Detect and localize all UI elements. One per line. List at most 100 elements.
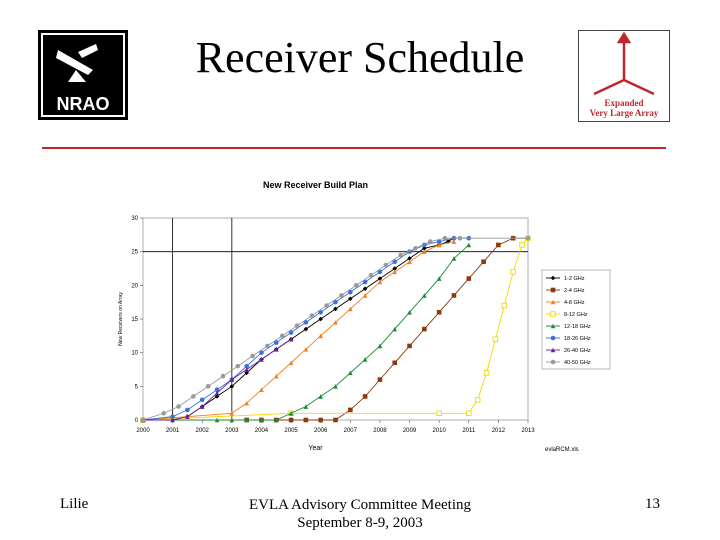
- y-tick-label: 5: [135, 384, 139, 390]
- legend-swatch-marker: [550, 311, 556, 317]
- data-point: [309, 313, 315, 318]
- nrao-logo-text: NRAO: [57, 94, 110, 114]
- data-point: [407, 256, 412, 261]
- x-tick-label: 2013: [521, 428, 535, 434]
- data-point: [244, 400, 249, 406]
- data-point: [185, 407, 190, 413]
- data-point: [362, 293, 368, 298]
- data-point: [324, 303, 329, 308]
- x-tick-label: 2004: [255, 428, 269, 434]
- data-point: [176, 404, 181, 409]
- legend-label: 8-12 GHz: [564, 312, 588, 318]
- data-point: [362, 357, 368, 362]
- plot-area: [142, 217, 529, 421]
- data-point: [259, 417, 264, 423]
- nrao-logo: NRAO: [38, 30, 128, 120]
- data-point: [259, 387, 264, 392]
- evla-logo-line1: Expanded: [604, 98, 643, 108]
- data-point: [436, 276, 442, 281]
- data-point: [392, 266, 398, 271]
- x-tick-label: 2002: [196, 428, 210, 434]
- data-point: [259, 357, 264, 362]
- legend-swatch-marker: [550, 347, 556, 353]
- legend-swatch-marker: [550, 359, 556, 365]
- legend-label: 2-4 GHz: [564, 288, 585, 294]
- data-point: [466, 242, 472, 248]
- footer-meeting-line1: EVLA Advisory Committee Meeting: [248, 497, 472, 513]
- data-point: [303, 417, 309, 423]
- data-point: [318, 333, 323, 339]
- data-point: [191, 394, 196, 399]
- data-point: [436, 410, 442, 417]
- data-point: [199, 397, 205, 403]
- data-point: [214, 417, 220, 423]
- data-point: [303, 326, 309, 332]
- data-point: [407, 259, 412, 265]
- data-point: [288, 330, 294, 335]
- data-point: [229, 377, 235, 382]
- title-rule: [42, 147, 666, 149]
- data-point: [303, 404, 309, 409]
- x-tick-label: 2005: [284, 428, 298, 434]
- x-tick-label: 2000: [136, 428, 150, 434]
- data-point: [413, 246, 418, 251]
- data-point: [436, 239, 442, 244]
- y-tick-label: 10: [131, 351, 138, 357]
- data-point: [377, 377, 383, 382]
- data-point: [451, 256, 457, 261]
- y-axis-label: New Receivers on Array: [118, 292, 124, 346]
- data-point: [244, 367, 249, 372]
- data-point: [451, 293, 457, 298]
- data-point: [265, 343, 270, 349]
- y-tick-label: 0: [135, 418, 139, 424]
- data-point: [466, 276, 472, 281]
- data-point: [466, 410, 472, 417]
- data-point: [422, 249, 427, 254]
- data-point: [442, 235, 448, 241]
- data-point: [422, 326, 427, 332]
- data-point: [288, 336, 294, 342]
- y-tick-label: 25: [131, 250, 138, 256]
- data-point: [407, 343, 412, 349]
- y-tick-label: 30: [131, 216, 138, 222]
- data-point: [199, 404, 205, 409]
- data-point: [392, 269, 398, 275]
- legend-swatch-marker: [550, 299, 556, 305]
- data-point: [161, 410, 167, 416]
- data-point: [259, 350, 264, 355]
- data-point: [244, 417, 249, 423]
- data-point: [348, 296, 353, 302]
- x-tick-label: 2011: [462, 428, 476, 434]
- legend-swatch-marker: [550, 335, 556, 341]
- data-point: [392, 360, 398, 366]
- legend-swatch-marker: [550, 287, 556, 293]
- data-point: [170, 417, 175, 423]
- data-point: [303, 320, 309, 325]
- data-point: [422, 293, 427, 298]
- data-point: [392, 259, 398, 265]
- data-point: [353, 283, 359, 288]
- receiver-build-chart: New Receiver Build Plan 2000 2001 2002 2003 2…: [118, 180, 611, 453]
- data-point: [333, 306, 338, 312]
- data-point: [348, 289, 353, 295]
- data-point: [333, 299, 338, 305]
- data-point: [451, 239, 457, 244]
- data-point: [229, 410, 235, 416]
- x-tick-label: 2012: [492, 428, 506, 434]
- legend-label: 26-40 GHz: [564, 348, 591, 354]
- data-point: [483, 370, 490, 376]
- page-number: 13: [645, 496, 660, 512]
- legend-label: 1-2 GHz: [564, 276, 585, 282]
- legend-label: 18-26 GHz: [564, 336, 591, 342]
- data-point: [214, 394, 220, 399]
- y-tick-label: 20: [131, 283, 138, 289]
- data-point: [481, 259, 486, 265]
- slide-title: Receiver Schedule: [195, 33, 525, 82]
- data-point: [214, 387, 220, 392]
- data-point: [436, 309, 442, 315]
- data-point: [474, 397, 481, 403]
- data-point: [348, 407, 353, 413]
- data-point: [519, 242, 525, 248]
- data-point: [377, 279, 383, 285]
- data-point: [392, 326, 398, 332]
